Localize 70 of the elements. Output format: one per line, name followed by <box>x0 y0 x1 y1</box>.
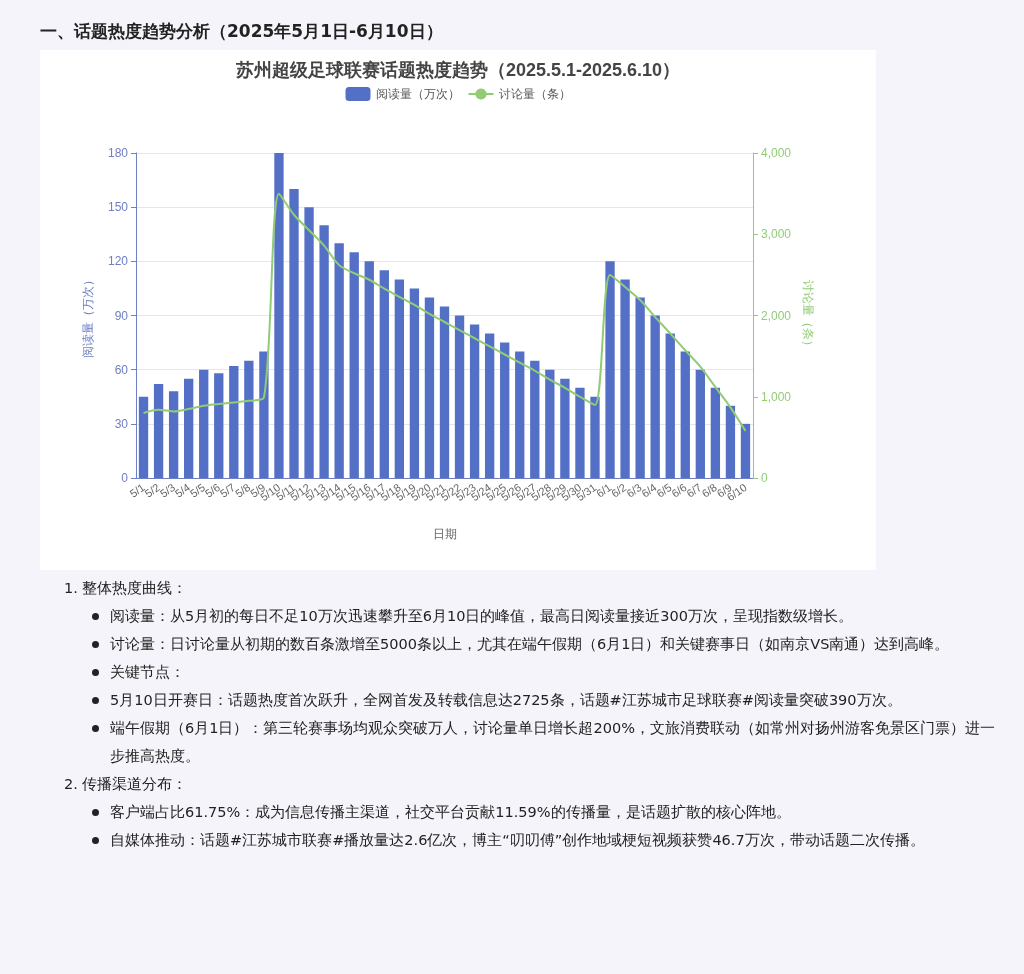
bar <box>138 396 149 478</box>
y2-tick-label: 1,000 <box>761 389 792 404</box>
bar <box>575 387 585 478</box>
y2-tick-label: 0 <box>761 471 768 485</box>
chart-title: 苏州超级足球联赛话题热度趋势（2025.5.1-2025.6.10） <box>234 60 681 80</box>
bar <box>439 306 450 478</box>
bar <box>289 189 299 478</box>
y-tick-label: 120 <box>107 254 129 269</box>
bar <box>184 378 194 478</box>
text: 关键节点： <box>109 663 186 682</box>
y-tick-label: 30 <box>114 416 129 431</box>
bar <box>515 351 525 478</box>
text: 1. 整体热度曲线： <box>64 579 189 598</box>
chart-subtitle: 一、话题热度趋势分析（2025年5月1日-6月10日） <box>40 20 443 43</box>
bar <box>530 360 540 478</box>
bar <box>740 423 751 478</box>
bar <box>605 261 615 478</box>
text: 2. 传播渠道分布： <box>64 775 189 794</box>
bar <box>650 315 660 478</box>
bar <box>244 360 254 478</box>
bar <box>168 391 179 478</box>
bar <box>545 369 555 478</box>
y-tick-label: 60 <box>114 362 129 377</box>
text: 端午假期（6月1日）：第三轮赛事场均观众突破万人，讨论量单日增长超200%，文旅消费联动（如常州对扬州游客免景区门票）进一步推高热度。 <box>109 719 996 766</box>
bar <box>394 279 405 478</box>
bar <box>364 261 374 478</box>
bar <box>304 207 314 478</box>
line-series <box>142 192 747 432</box>
legend-label: 讨论量（条） <box>498 87 571 101</box>
bar <box>710 387 721 478</box>
bar <box>454 315 465 478</box>
bar <box>725 405 736 478</box>
bar <box>590 396 600 478</box>
bar <box>259 351 269 478</box>
y2-tick-label: 3,000 <box>761 227 792 242</box>
bar <box>665 333 675 478</box>
y-axis-title: 阅读量（万次） <box>81 273 95 358</box>
bar <box>229 366 239 478</box>
y2-axis-title: 讨论量（条） <box>800 279 815 352</box>
y2-tick-label: 2,000 <box>761 308 792 323</box>
bar <box>409 288 420 478</box>
bar <box>274 153 284 478</box>
bar <box>334 243 344 478</box>
bar <box>484 333 495 478</box>
legend-label: 阅读量（万次） <box>375 87 460 101</box>
bar <box>635 297 645 478</box>
y-tick-label: 0 <box>121 471 129 485</box>
text: 阅读量：从5月初的每日不足10万次迅速攀升至6月10日的峰值，最高日阅读量接近300万次，呈现指数级增长。 <box>109 607 855 626</box>
y-tick-label: 150 <box>107 200 129 215</box>
bar <box>349 252 359 478</box>
bar <box>695 369 705 478</box>
y-tick-label: 90 <box>114 308 129 323</box>
bar <box>379 270 389 478</box>
bar <box>500 342 510 478</box>
y-tick-label: 180 <box>107 146 129 160</box>
text: 讨论量：日讨论量从初期的数百条激增至5000条以上，尤其在端午假期（6月1日）和关键赛事日（如南京VS南通）达到高峰。 <box>109 635 951 654</box>
bar <box>319 225 329 478</box>
text: 自媒体推动：话题#江苏城市联赛#播放量达2.6亿次，博主“叨叨傅”创作地域梗短视频获赞46.7万次，带动话题二次传播。 <box>109 831 926 850</box>
bar <box>469 324 480 478</box>
bar <box>199 369 209 478</box>
text: 客户端占比61.75%：成为信息传播主渠道，社交平台贡献11.59%的传播量，是话题扩散的核心阵地。 <box>109 803 792 822</box>
bar <box>214 373 224 478</box>
bar <box>560 378 570 478</box>
y2-tick-label: 4,000 <box>761 146 792 160</box>
bar <box>153 384 164 478</box>
bar <box>680 351 690 478</box>
x-axis-title: 日期 <box>432 527 457 541</box>
bar <box>620 279 630 478</box>
text: 5月10日开赛日：话题热度首次跃升，全网首发及转载信息达2725条，话题#江苏城市足球联赛#阅读量突破390万次。 <box>109 691 903 710</box>
bar <box>424 297 435 478</box>
